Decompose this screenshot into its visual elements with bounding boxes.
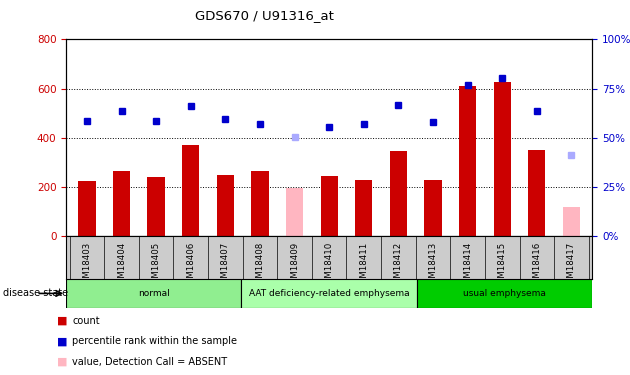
- Text: GSM18411: GSM18411: [359, 242, 369, 289]
- Text: value, Detection Call = ABSENT: value, Detection Call = ABSENT: [72, 357, 227, 367]
- Bar: [563, 207, 580, 236]
- Text: AAT deficiency-related emphysema: AAT deficiency-related emphysema: [249, 289, 410, 298]
- Text: GSM18417: GSM18417: [567, 242, 576, 289]
- Bar: [113, 171, 130, 236]
- Text: ■: ■: [57, 316, 67, 326]
- Text: GSM18408: GSM18408: [255, 242, 265, 289]
- Text: GSM18405: GSM18405: [152, 242, 161, 289]
- Text: GSM18413: GSM18413: [428, 242, 437, 289]
- Bar: [251, 171, 268, 236]
- Text: GDS670 / U91316_at: GDS670 / U91316_at: [195, 9, 334, 22]
- FancyBboxPatch shape: [241, 279, 417, 308]
- Text: percentile rank within the sample: percentile rank within the sample: [72, 336, 238, 346]
- Text: ■: ■: [57, 336, 67, 346]
- Text: GSM18409: GSM18409: [290, 242, 299, 288]
- Bar: [425, 180, 442, 236]
- Text: GSM18410: GSM18410: [324, 242, 334, 289]
- Bar: [390, 152, 407, 236]
- Text: count: count: [72, 316, 100, 326]
- Bar: [459, 86, 476, 236]
- Bar: [528, 150, 546, 236]
- Text: GSM18416: GSM18416: [532, 242, 541, 289]
- Bar: [355, 180, 372, 236]
- Text: GSM18403: GSM18403: [83, 242, 91, 289]
- Text: disease state: disease state: [3, 288, 68, 298]
- Text: GSM18404: GSM18404: [117, 242, 126, 289]
- Text: GSM18407: GSM18407: [221, 242, 230, 289]
- Text: GSM18412: GSM18412: [394, 242, 403, 289]
- Bar: [147, 177, 165, 236]
- Bar: [78, 181, 96, 236]
- Bar: [182, 145, 199, 236]
- Text: GSM18406: GSM18406: [186, 242, 195, 289]
- Bar: [321, 176, 338, 236]
- Bar: [217, 175, 234, 236]
- FancyBboxPatch shape: [417, 279, 592, 308]
- Text: GSM18414: GSM18414: [463, 242, 472, 289]
- Bar: [286, 188, 303, 236]
- Bar: [493, 82, 511, 236]
- Text: normal: normal: [138, 289, 169, 298]
- Text: GSM18415: GSM18415: [498, 242, 507, 289]
- Text: usual emphysema: usual emphysema: [463, 289, 546, 298]
- Text: ■: ■: [57, 357, 67, 367]
- FancyBboxPatch shape: [66, 279, 241, 308]
